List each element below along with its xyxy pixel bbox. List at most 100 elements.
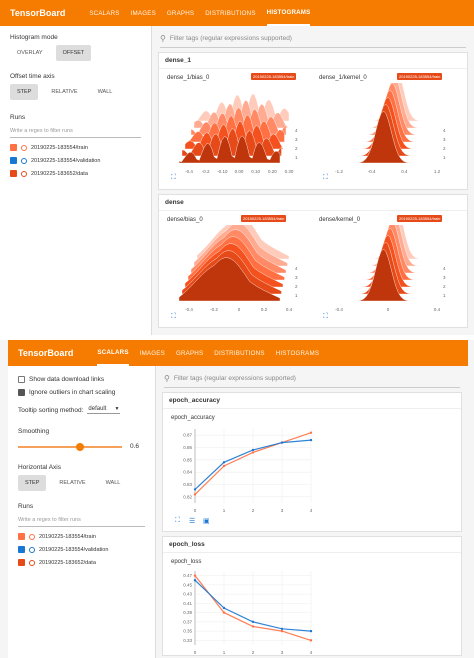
tab-distributions[interactable]: DISTRIBUTIONS [214, 349, 265, 357]
offset-button[interactable]: OFFSET [55, 45, 92, 61]
wall-button[interactable]: WALL [97, 89, 113, 95]
data-point [193, 574, 197, 577]
tab-histograms[interactable]: HISTOGRAMS [266, 0, 311, 26]
y-tick-label: 0.33 [183, 638, 192, 643]
tab-graphs[interactable]: GRAPHS [166, 9, 195, 17]
group-card-dense: dense dense/bias_0 20190225-183554/train… [158, 194, 468, 328]
sidebar: Histogram mode OVERLAY OFFSET Offset tim… [0, 26, 152, 335]
y-tick-label: 0.41 [183, 601, 192, 606]
search-icon: ⚲ [160, 34, 166, 43]
slider-handle[interactable] [76, 442, 85, 451]
radio-icon[interactable] [21, 157, 27, 164]
step-tick-label: 2 [295, 284, 298, 289]
option-label: Ignore outliers in chart scaling [29, 389, 116, 396]
y-tick-label: 0.85 [183, 457, 192, 462]
overlay-button[interactable]: OVERLAY [17, 50, 43, 56]
step-tick-label: 3 [295, 137, 298, 142]
data-point [193, 579, 197, 582]
chart-title: dense_1/bias_0 [167, 75, 210, 81]
radio-icon[interactable] [21, 144, 27, 151]
run-item[interactable]: 20190225-183652/data [10, 170, 141, 177]
data-point [222, 611, 226, 614]
radio-icon[interactable] [29, 533, 35, 540]
tag-filter-input[interactable]: ⚲ Filter tags (regular expressions suppo… [160, 30, 466, 48]
run-item[interactable]: 20190225-183554/validation [18, 546, 145, 553]
tab-scalars[interactable]: SCALARS [97, 340, 129, 366]
expand-icon[interactable]: ⛶ [323, 313, 328, 320]
data-point [309, 639, 313, 642]
top-toolbar: TensorBoard SCALARS IMAGES GRAPHS DISTRI… [0, 0, 474, 26]
step-tick-label: 4 [295, 266, 298, 271]
tab-scalars[interactable]: SCALARS [89, 9, 120, 17]
radio-icon[interactable] [29, 546, 35, 553]
run-item[interactable]: 20190225-183554/validation [10, 157, 141, 164]
x-tick-label: -0.2 [202, 169, 210, 174]
data-point [251, 620, 255, 624]
data-point [309, 629, 313, 633]
x-tick-label: 0.4 [286, 307, 293, 312]
tab-distributions[interactable]: DISTRIBUTIONS [205, 9, 256, 17]
relative-button[interactable]: RELATIVE [51, 89, 78, 95]
x-tick-label: 3 [281, 508, 284, 513]
histogram-chart: -0.4 -0.2 0 0.2 0.4 1 2 3 4 [178, 225, 298, 312]
x-tick-label: -0.4 [368, 169, 376, 174]
y-tick-label: 0.83 [183, 482, 192, 487]
expand-icon[interactable]: ⛶ [323, 174, 328, 181]
group-title[interactable]: dense [159, 195, 467, 211]
checkbox-icon[interactable] [18, 546, 25, 553]
step-tick-label: 3 [295, 275, 298, 280]
step-tick-label: 1 [443, 293, 446, 298]
step-button[interactable]: STEP [18, 475, 47, 491]
ignore-outliers-option[interactable]: Ignore outliers in chart scaling [18, 389, 145, 396]
expand-icon[interactable]: ⛶ [171, 313, 176, 320]
runs-filter-input[interactable]: Write a regex to filter runs [10, 125, 141, 138]
expand-icon[interactable]: ⛶ [175, 517, 180, 524]
tag-filter-input[interactable]: ⚲ Filter tags (regular expressions suppo… [164, 370, 460, 388]
checkbox-icon[interactable] [18, 376, 25, 383]
checkbox-icon[interactable] [10, 157, 17, 164]
checkbox-icon[interactable] [10, 144, 17, 151]
data-table-icon[interactable]: ☰ [189, 518, 196, 525]
tooltip-sort-select[interactable]: default ▼ [87, 406, 121, 414]
step-button[interactable]: STEP [10, 84, 39, 100]
chart-title: epoch_accuracy [171, 415, 215, 421]
radio-icon[interactable] [21, 170, 27, 177]
x-tick-label: 2 [252, 508, 255, 513]
scalar-card-accuracy: epoch_accuracy epoch_accuracy 0.82 0.83 0.… [162, 392, 462, 532]
checkbox-icon[interactable] [18, 533, 25, 540]
run-tag: 20190225-183554/train [397, 73, 443, 80]
card-title[interactable]: epoch_accuracy [163, 393, 461, 409]
y-tick-label: 0.87 [183, 433, 192, 438]
fit-domain-icon[interactable]: ▣ [203, 518, 210, 525]
tab-images[interactable]: IMAGES [139, 349, 165, 357]
wall-button[interactable]: WALL [105, 480, 121, 486]
y-tick-label: 0.39 [183, 610, 192, 615]
tab-images[interactable]: IMAGES [130, 9, 156, 17]
tab-graphs[interactable]: GRAPHS [175, 349, 204, 357]
tab-histograms[interactable]: HISTOGRAMS [275, 349, 320, 357]
histogram-chart: -1.2 -0.4 0.4 1.2 1 2 3 4 [329, 83, 446, 174]
checkbox-checked-icon[interactable] [18, 389, 25, 396]
checkbox-icon[interactable] [18, 559, 25, 566]
group-title[interactable]: dense_1 [159, 53, 467, 69]
run-item[interactable]: 20190225-183652/data [18, 559, 145, 566]
smoothing-slider[interactable] [18, 442, 122, 451]
radio-icon[interactable] [29, 559, 35, 566]
x-tick-label: -0.4 [185, 307, 193, 312]
x-tick-label: -0.4 [335, 307, 343, 312]
relative-button[interactable]: RELATIVE [59, 480, 86, 486]
checkbox-icon[interactable] [10, 170, 17, 177]
show-download-option[interactable]: Show data download links [18, 376, 145, 383]
card-title[interactable]: epoch_loss [163, 537, 461, 553]
run-item[interactable]: 20190225-183554/train [18, 533, 145, 540]
x-tick-label: 0 [194, 508, 197, 513]
smoothing-value[interactable]: 0.6 [130, 443, 140, 450]
expand-icon[interactable]: ⛶ [171, 174, 176, 181]
x-tick-label: -1.2 [335, 169, 343, 174]
runs-filter-input[interactable]: Write a regex to filter runs [18, 514, 145, 527]
x-tick-label: 0.2 [261, 307, 268, 312]
chart-title: dense/kernel_0 [319, 217, 361, 223]
sidebar: Show data download links Ignore outliers… [8, 366, 156, 658]
run-label: 20190225-183554/train [31, 144, 88, 151]
run-item[interactable]: 20190225-183554/train [10, 144, 141, 151]
